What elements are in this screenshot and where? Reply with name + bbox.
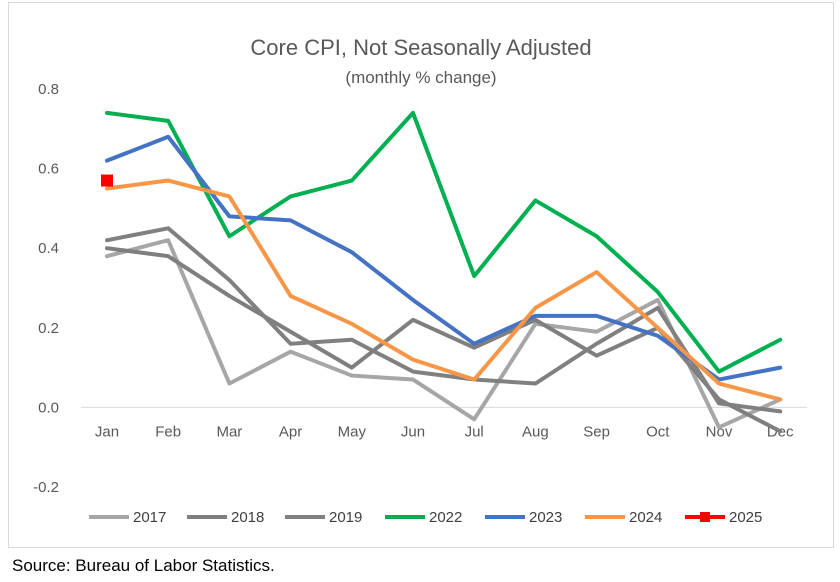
- x-tick-label: Nov: [706, 423, 733, 440]
- series-line-2024: [105, 178, 783, 402]
- x-tick-label: Sep: [583, 423, 610, 440]
- x-tick-label: May: [338, 423, 367, 440]
- y-tick-label: 0.6: [38, 161, 59, 178]
- x-tick-label: Mar: [216, 423, 242, 440]
- x-tick-label: Apr: [279, 423, 302, 440]
- legend-label-2022: 2022: [429, 509, 462, 526]
- legend-marker-2025: [700, 512, 710, 522]
- x-tick-label: Aug: [522, 423, 549, 440]
- x-tick-label: Feb: [155, 423, 181, 440]
- series-point-2025: [101, 174, 113, 187]
- series-line-2019: [105, 226, 783, 414]
- x-tick-label: Jul: [465, 423, 484, 440]
- legend-label-2024: 2024: [629, 509, 662, 526]
- legend-label-2019: 2019: [329, 509, 362, 526]
- legend-label-2018: 2018: [231, 509, 264, 526]
- series-line-2022: [105, 110, 783, 374]
- y-tick-label: 0.2: [38, 320, 59, 337]
- chart-frame: Core CPI, Not Seasonally Adjusted (month…: [8, 2, 834, 548]
- y-tick-label: -0.2: [33, 479, 59, 496]
- series-line-2023: [105, 134, 783, 382]
- y-tick-label: 0.4: [38, 240, 59, 257]
- x-tick-label: Jun: [401, 423, 425, 440]
- y-tick-label: 0.0: [38, 399, 59, 416]
- chart-subtitle: (monthly % change): [345, 68, 496, 87]
- legend-label-2025: 2025: [729, 509, 762, 526]
- x-tick-label: Oct: [646, 423, 670, 440]
- legend-label-2023: 2023: [529, 509, 562, 526]
- y-tick-label: 0.8: [38, 81, 59, 98]
- source-note: Source: Bureau of Labor Statistics.: [12, 556, 275, 575]
- legend-label-2017: 2017: [133, 509, 166, 526]
- chart-title: Core CPI, Not Seasonally Adjusted: [250, 35, 591, 60]
- core-cpi-chart: Core CPI, Not Seasonally Adjusted (month…: [33, 35, 807, 526]
- x-tick-label: Jan: [95, 423, 119, 440]
